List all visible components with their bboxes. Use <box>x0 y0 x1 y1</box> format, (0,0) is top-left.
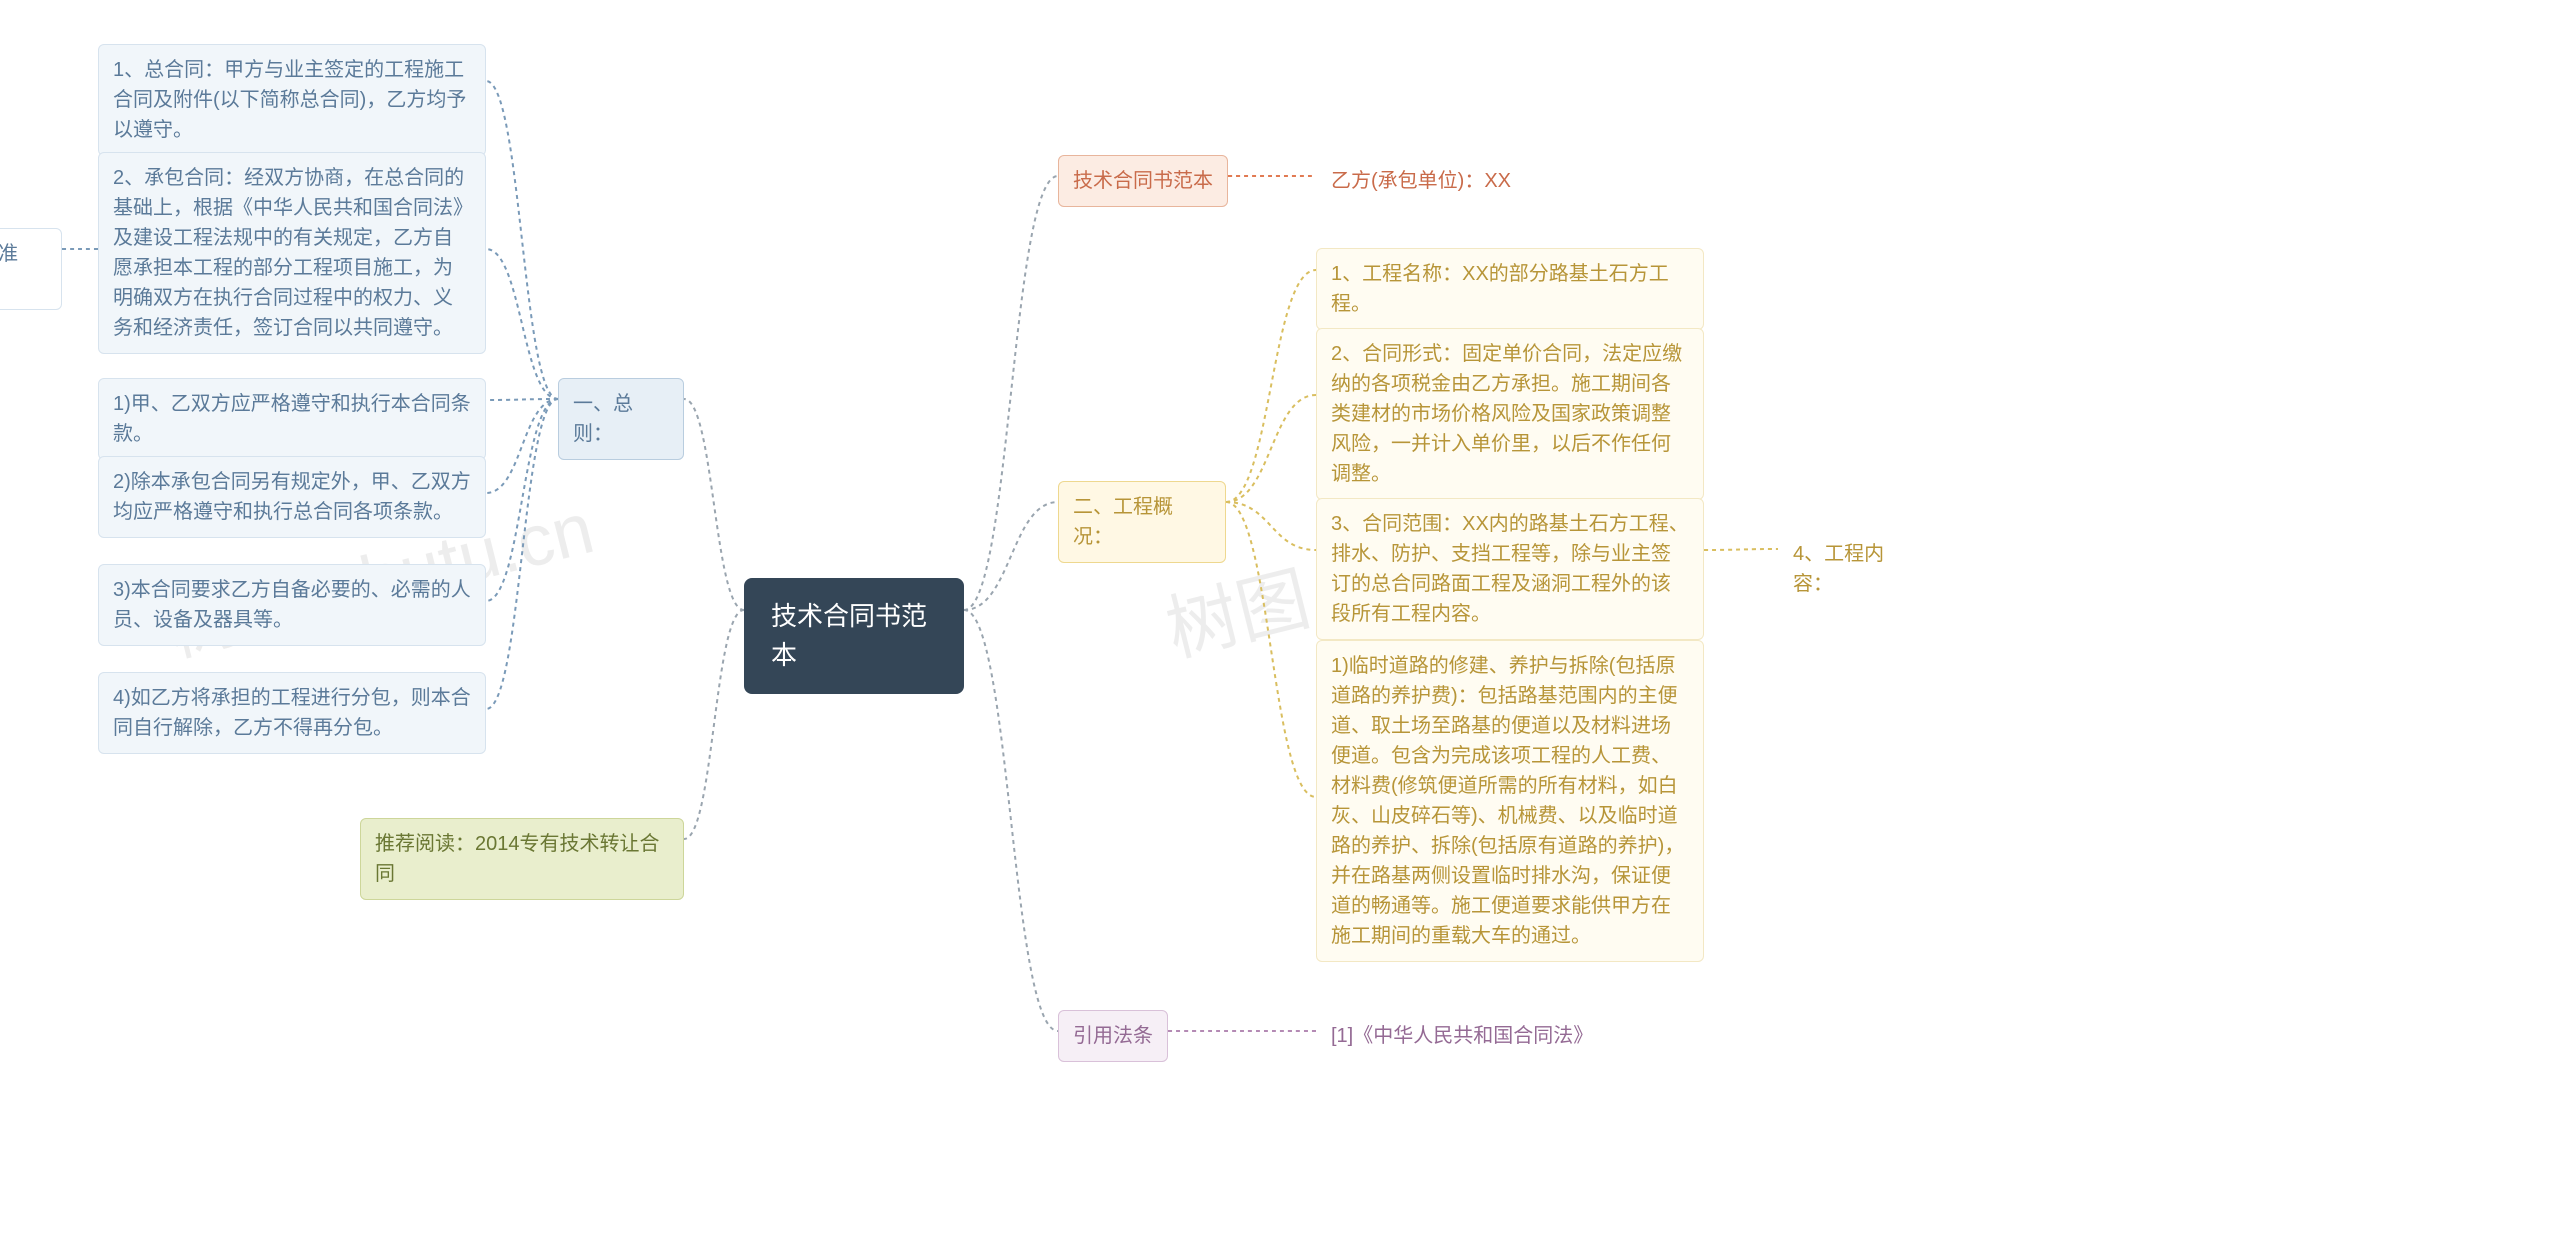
root-node: 技术合同书范本 <box>744 578 964 694</box>
branch-project-overview: 二、工程概况： <box>1058 481 1226 563</box>
leaf-sub-contract: 2、承包合同：经双方协商，在总合同的基础上，根据《中华人民共和国合同法》及建设工… <box>98 152 486 354</box>
leaf-temp-road: 1)临时道路的修建、养护与拆除(包括原道路的养护费)：包括路基范围内的主便道、取… <box>1316 640 1704 962</box>
leaf-contract-form: 2、合同形式：固定单价合同，法定应缴纳的各项税金由乙方承担。施工期间各类建材的市… <box>1316 328 1704 500</box>
leaf-law-ref: [1]《中华人民共和国合同法》 <box>1316 1010 1606 1062</box>
leaf-project-name: 1、工程名称：XX的部分路基土石方工程。 <box>1316 248 1704 330</box>
leaf-party-b: 乙方(承包单位)：XX <box>1316 155 1536 207</box>
branch-general-rules: 一、总则： <box>558 378 684 460</box>
leaf-rule-1: 1)甲、乙双方应严格遵守和执行本合同条款。 <box>98 378 486 460</box>
leaf-rule-4: 4)如乙方将承担的工程进行分包，则本合同自行解除，乙方不得再分包。 <box>98 672 486 754</box>
branch-cited-law: 引用法条 <box>1058 1010 1168 1062</box>
branch-tech-contract: 技术合同书范本 <box>1058 155 1228 207</box>
branch-recommended-reading: 推荐阅读：2014专有技术转让合同 <box>360 818 684 900</box>
leaf-principles: 3、处理总合同、承包合同所遵循的准则： <box>0 228 62 310</box>
leaf-rule-2: 2)除本承包合同另有规定外，甲、乙双方均应严格遵守和执行总合同各项条款。 <box>98 456 486 538</box>
leaf-contract-scope: 3、合同范围：XX内的路基土石方工程、排水、防护、支挡工程等，除与业主签订的总合… <box>1316 498 1704 640</box>
leaf-project-content: 4、工程内容： <box>1778 528 1932 610</box>
leaf-rule-3: 3)本合同要求乙方自备必要的、必需的人员、设备及器具等。 <box>98 564 486 646</box>
leaf-main-contract: 1、总合同：甲方与业主签定的工程施工合同及附件(以下简称总合同)，乙方均予以遵守… <box>98 44 486 156</box>
